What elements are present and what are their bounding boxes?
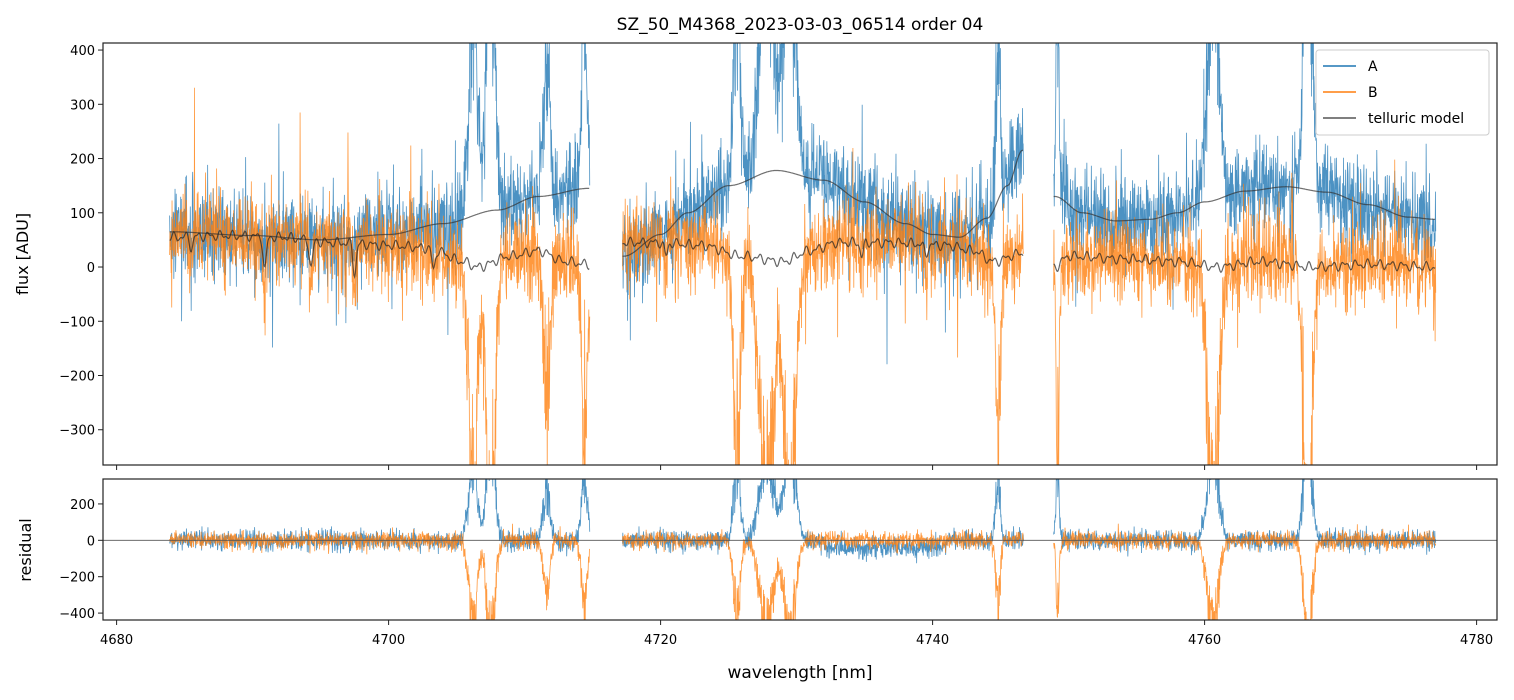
y-tick-label-main: 200 [70,153,95,168]
x-tick-label: 4780 [1460,633,1493,648]
telluric-model-b-line [169,229,590,280]
telluric-model-a-line [622,149,1024,257]
series-a-line [169,43,591,348]
telluric-model-b-line [622,236,1024,268]
x-tick-label: 4760 [1188,633,1221,648]
y-tick-label-main: −200 [59,370,95,385]
axes: 4680 4700 4720 4740 4760 4780 −300 −200 −100 0 100… [59,42,1498,648]
y-axis-label-residual: residual [16,518,35,581]
residual-axes-frame [102,478,1498,621]
residual-a-line [1053,479,1437,557]
y-tick-label-residual: 200 [70,498,95,513]
legend-label-telluric: telluric model [1368,111,1464,127]
x-tick-label: 4700 [372,633,405,648]
series-b-line [622,147,1024,465]
y-tick-label-residual: 0 [87,534,95,549]
telluric-model-b-line [1053,250,1436,274]
y-tick-label-main: 300 [70,98,95,113]
series-b-line [1053,159,1437,465]
y-tick-label-main: −100 [59,315,95,330]
residual-b-line [1053,523,1437,620]
x-tick-label: 4720 [644,633,677,648]
y-axis-label-main: flux [ADU] [13,213,32,295]
legend: A B telluric model [1315,49,1490,136]
y-tick-label-main: 400 [70,44,95,59]
y-tick-label-residual: −200 [59,571,95,586]
main-plot-area [169,43,1437,465]
y-tick-label-main: 0 [87,261,95,276]
x-tick-label: 4740 [916,633,949,648]
telluric-model-a-line [1053,186,1436,222]
residual-a-line [169,479,591,557]
main-axes-frame [102,42,1498,466]
x-axis-label: wavelength [nm] [727,663,872,683]
series-a-line [1053,43,1437,310]
legend-label-a: A [1368,59,1378,75]
series-a-line [622,43,1024,365]
chart-title: SZ_50_M4368_2023-03-03_06514 order 04 [617,15,984,35]
legend-label-b: B [1368,85,1378,101]
series-b-line [169,87,591,465]
y-tick-label-main: −300 [59,424,95,439]
residual-plot-area [103,479,1497,620]
legend-box [1315,49,1490,136]
telluric-model-a-line [169,187,590,241]
x-tick-label: 4680 [100,633,133,648]
y-tick-label-main: 100 [70,207,95,222]
y-tick-label-residual: −400 [59,607,95,622]
